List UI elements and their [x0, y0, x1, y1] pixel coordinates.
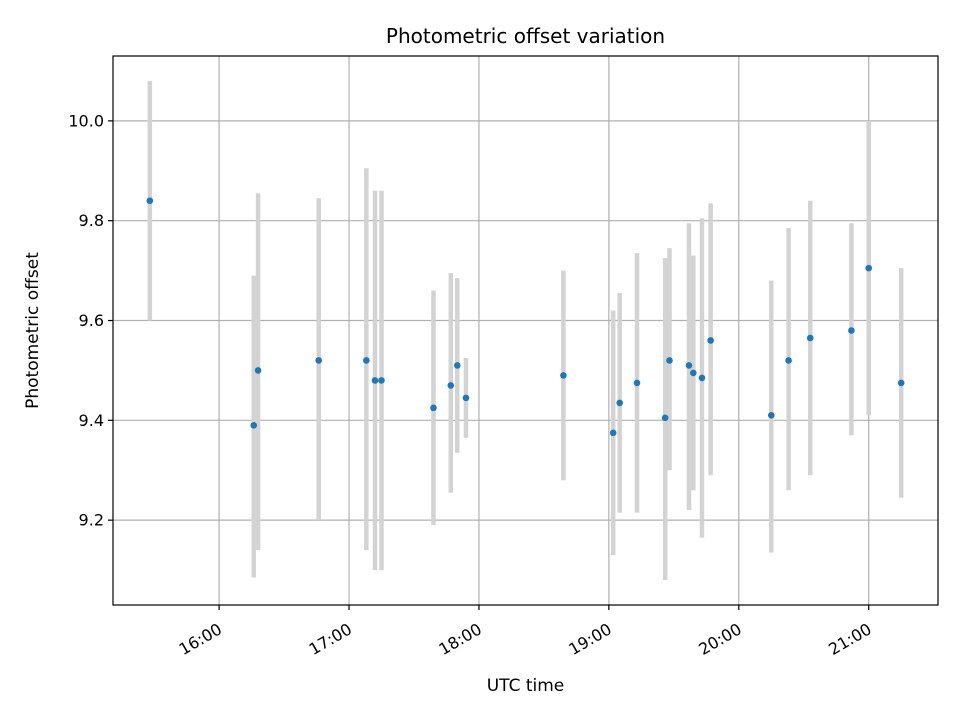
- data-point: [661, 414, 669, 422]
- data-point: [430, 404, 437, 412]
- data-point: [378, 377, 385, 384]
- y-tick-label: 9.2: [79, 511, 104, 530]
- data-point: [453, 362, 461, 369]
- y-tick-label: 10.0: [68, 111, 104, 130]
- chart-title: Photometric offset variation: [386, 24, 665, 48]
- data-point: [250, 422, 258, 429]
- data-point: [865, 264, 873, 272]
- data-point: [616, 399, 623, 407]
- y-tick-label: 9.6: [79, 311, 104, 330]
- data-point: [785, 357, 792, 364]
- data-point: [666, 357, 673, 364]
- data-point: [315, 357, 323, 364]
- y-axis-label: Photometric offset: [23, 252, 43, 409]
- data-point: [897, 379, 905, 387]
- data-point: [462, 394, 470, 402]
- data-point: [698, 374, 706, 382]
- data-point: [560, 372, 567, 379]
- data-point: [806, 334, 814, 342]
- y-tick-label: 9.4: [79, 411, 104, 430]
- data-point: [609, 429, 617, 437]
- marker-layer: [146, 197, 905, 437]
- data-point: [690, 369, 697, 377]
- data-point: [254, 367, 262, 374]
- data-point: [371, 377, 379, 384]
- data-point: [707, 337, 714, 344]
- data-point: [848, 327, 855, 334]
- data-point: [767, 412, 775, 419]
- data-point: [447, 382, 455, 389]
- plot-area-frame: [112, 55, 939, 606]
- data-point: [685, 362, 693, 369]
- y-tick-label: 9.8: [79, 211, 104, 230]
- x-axis-label: UTC time: [487, 676, 565, 696]
- data-point: [146, 197, 154, 205]
- data-point: [633, 379, 641, 387]
- data-point: [363, 357, 370, 364]
